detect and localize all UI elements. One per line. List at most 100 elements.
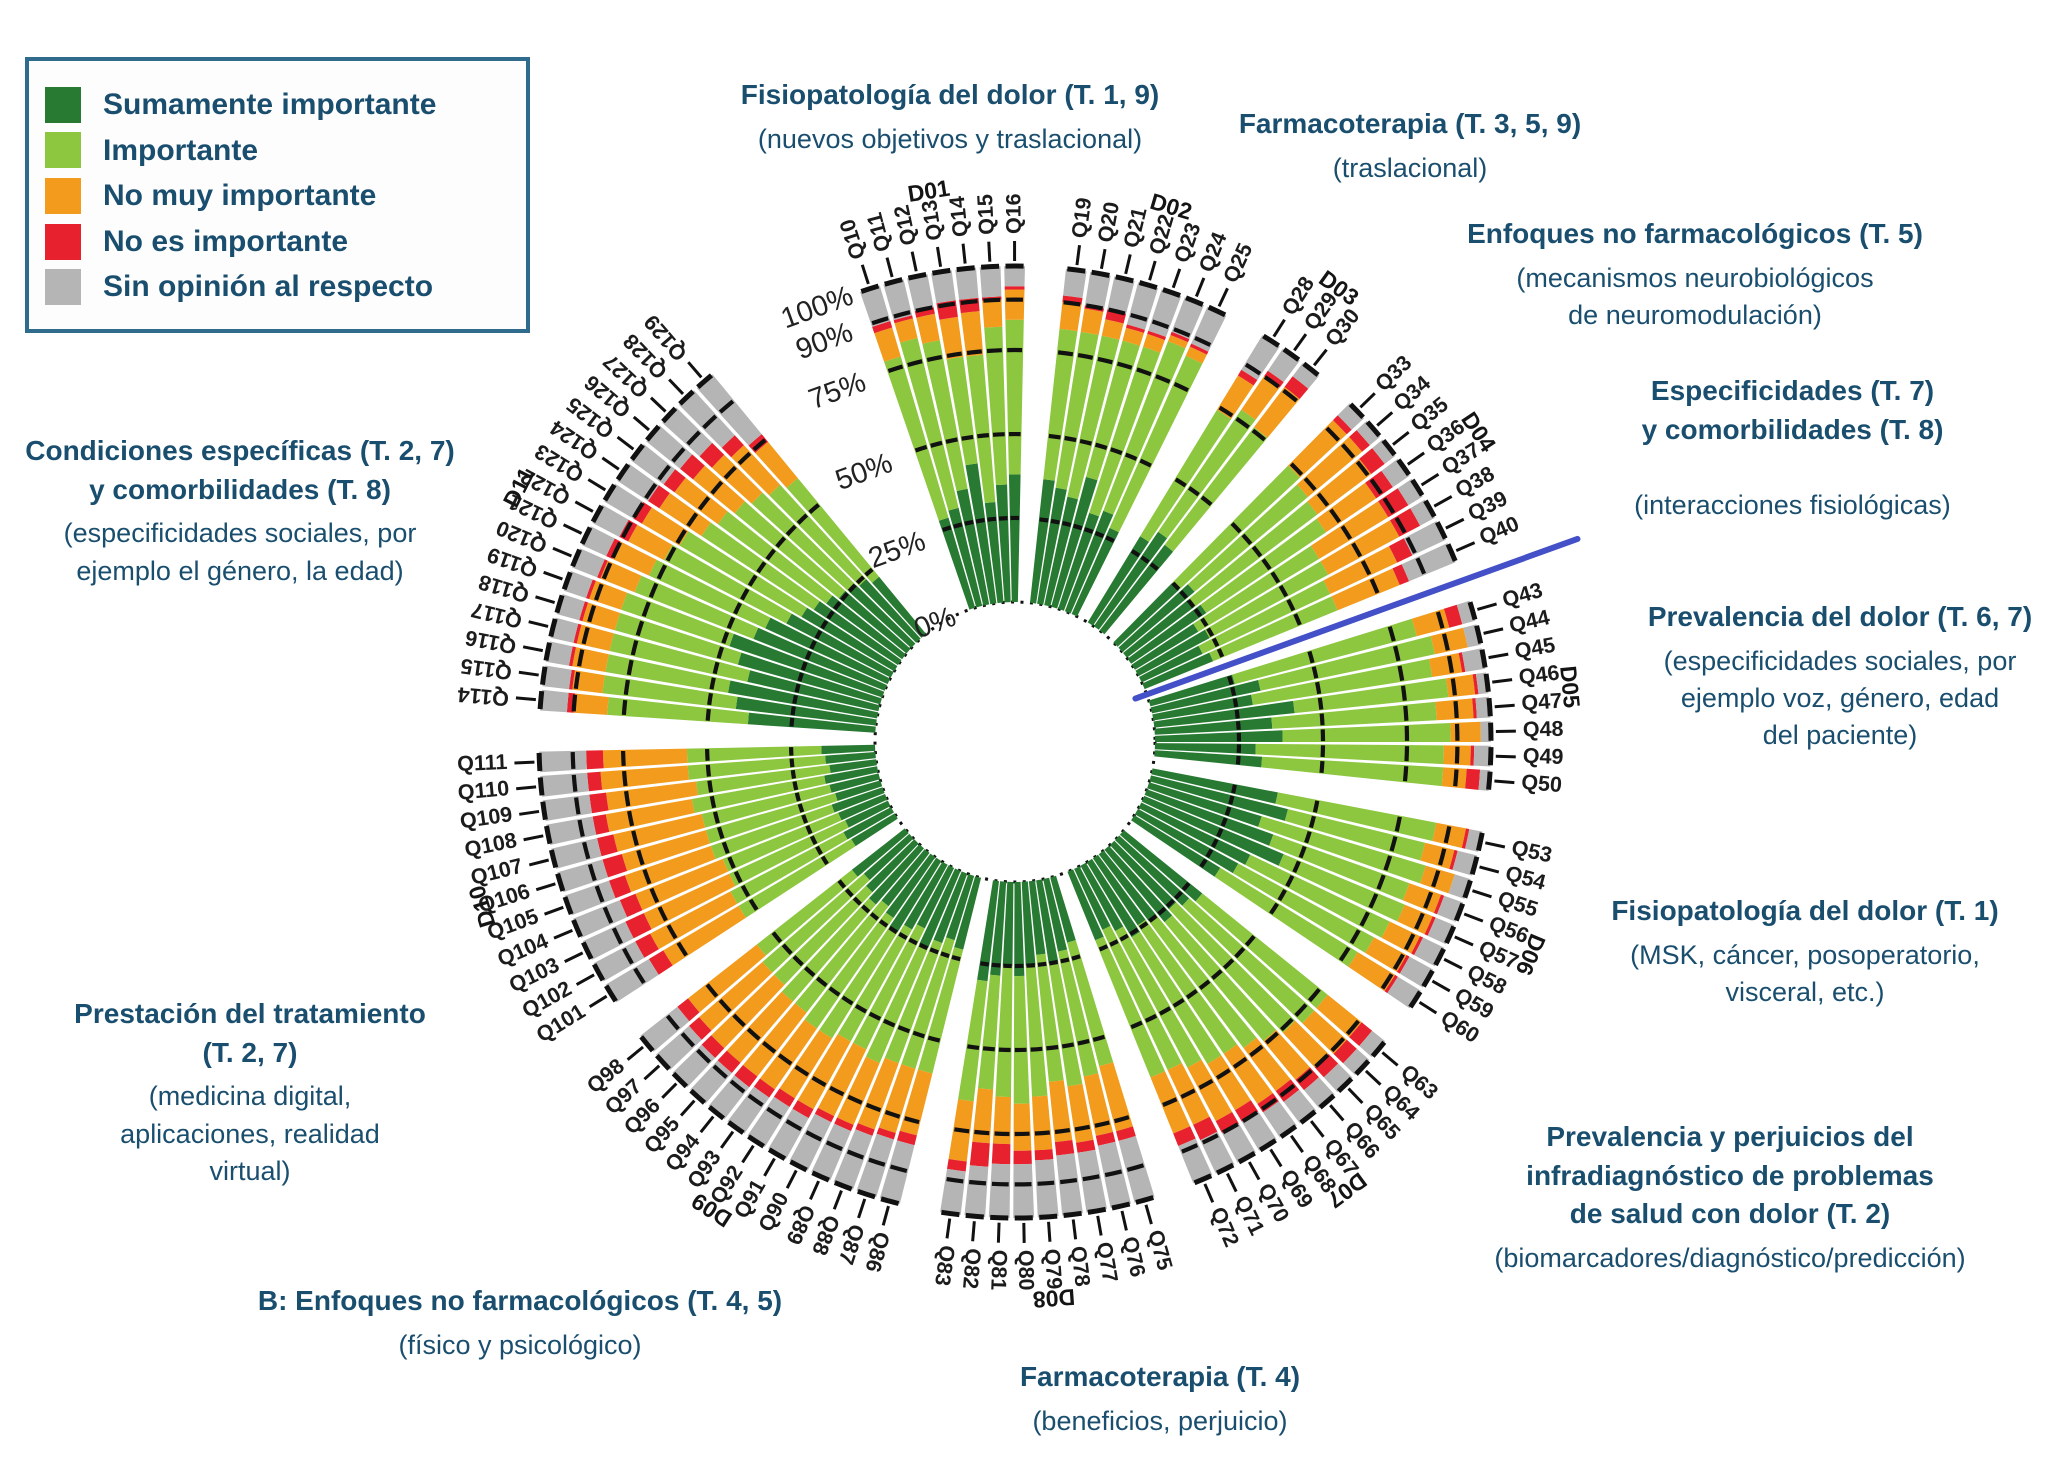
gridline-75-percent bbox=[1359, 911, 1370, 927]
bar-Q98-segment-no_muy bbox=[688, 944, 766, 1013]
tick-Q103 bbox=[564, 951, 584, 963]
bar-Q81-segment-no_es bbox=[991, 1143, 1011, 1165]
gridline-100-percent bbox=[1299, 1109, 1317, 1125]
bar-Q68-segment-importante bbox=[1137, 919, 1238, 1054]
gridline-25-percent bbox=[789, 717, 795, 727]
bar-Q101-segment-sumamente bbox=[851, 813, 898, 847]
gridline-50-percent bbox=[1315, 681, 1322, 695]
bar-Q127-segment-importante bbox=[751, 492, 856, 592]
gridline-25-percent bbox=[1140, 555, 1150, 564]
tick-Q105 bbox=[543, 905, 564, 916]
bar-Q45-segment-sumamente bbox=[1152, 694, 1253, 721]
gridline-75-percent bbox=[1094, 1120, 1110, 1128]
gridline-100-percent bbox=[941, 1209, 960, 1218]
tick-Q97 bbox=[643, 1064, 661, 1081]
gridline-75-percent bbox=[656, 564, 667, 580]
gridline-25-percent bbox=[1220, 817, 1228, 827]
bar-Q70-segment-no_es bbox=[1215, 1112, 1239, 1133]
gridline-50-percent bbox=[927, 1035, 941, 1043]
gridline-90-percent bbox=[1450, 678, 1457, 696]
gridline-25-percent bbox=[1199, 858, 1208, 868]
bar-Q69-segment-importante bbox=[1131, 931, 1222, 1065]
gridline-25-percent bbox=[1230, 686, 1237, 697]
bar-Q119-segment-sin_opinion bbox=[563, 571, 593, 599]
gridline-25-percent bbox=[1061, 521, 1072, 528]
bar-Q106-segment-no_muy bbox=[621, 830, 710, 871]
axis-label-Q46: Q46 bbox=[1517, 661, 1560, 690]
bar-Q66-segment-no_es bbox=[1295, 1067, 1319, 1091]
bar-Q45-segment-importante bbox=[1251, 658, 1433, 705]
tick-Q33 bbox=[1359, 392, 1376, 409]
gridline-75-percent bbox=[1113, 1115, 1130, 1124]
axis-label-Q47: Q47 bbox=[1521, 689, 1563, 716]
bar-Q75-segment-no_es bbox=[1116, 1126, 1136, 1141]
gridline-25-percent bbox=[1216, 827, 1224, 838]
gridline-90-percent bbox=[1241, 1110, 1259, 1123]
gridline-75-percent bbox=[675, 529, 687, 545]
gridline-100-percent bbox=[604, 984, 618, 1003]
bar-Q118-segment-sin_opinion bbox=[556, 594, 585, 621]
gridline-100-percent bbox=[581, 941, 594, 960]
axis-label-Q114: Q114 bbox=[457, 682, 510, 710]
bar-Q37-segment-no_muy bbox=[1310, 501, 1389, 559]
gridline-25-percent bbox=[1232, 698, 1239, 708]
tick-Q91 bbox=[763, 1157, 776, 1177]
gridline-25-percent bbox=[801, 814, 809, 824]
gridline-90-percent bbox=[1325, 426, 1341, 442]
gridline-100-percent bbox=[548, 618, 558, 638]
gridline-25-percent bbox=[1181, 881, 1191, 892]
gridline-100-percent bbox=[1479, 649, 1488, 668]
gridline-75-percent bbox=[1232, 1056, 1248, 1069]
gridline-100-percent bbox=[1135, 1195, 1155, 1205]
bar-Q81-segment-importante bbox=[995, 965, 1013, 1097]
annotation-prestacion: Prestación del tratamiento (T. 2, 7) (me… bbox=[55, 995, 445, 1190]
gridline-75-percent bbox=[907, 359, 923, 368]
bar-Q30-segment-importante bbox=[1164, 427, 1268, 552]
bar-Q13-segment-sumamente bbox=[965, 463, 997, 605]
annotation-title: Enfoques no farmacológicos (T. 5) bbox=[1467, 218, 1923, 249]
bar-Q66-segment-no_muy bbox=[1263, 1029, 1310, 1080]
gridline-25-percent bbox=[790, 769, 797, 779]
bar-Q58-segment-no_es bbox=[1411, 936, 1424, 956]
gridline-100-percent bbox=[1111, 1201, 1131, 1211]
annotation-farmacoterapia-t4: Farmacoterapia (T. 4) (beneficios, perju… bbox=[940, 1358, 1380, 1440]
gridline-90-percent bbox=[1279, 1083, 1296, 1098]
gridline-90-percent bbox=[1369, 478, 1383, 495]
gridline-25-percent bbox=[864, 567, 874, 577]
bar-Q108-segment-no_es bbox=[592, 814, 610, 835]
tick-Q35 bbox=[1392, 430, 1410, 446]
bar-Q12-segment-no_muy bbox=[916, 313, 940, 344]
gridline-25-percent bbox=[792, 694, 798, 704]
tick-Q106 bbox=[535, 882, 556, 892]
tick-Q65 bbox=[1347, 1087, 1364, 1105]
bar-Q115-segment-sin_opinion bbox=[542, 665, 572, 690]
annotation-title: Farmacoterapia (T. 3, 5, 9) bbox=[1238, 108, 1582, 139]
bar-Q38-segment-no_muy bbox=[1320, 520, 1400, 575]
bar-Q116-segment-sumamente bbox=[728, 680, 879, 719]
bar-Q64-segment-no_muy bbox=[1302, 1010, 1347, 1054]
axis-label-Q115: Q115 bbox=[459, 654, 513, 685]
bar-Q20-segment-sin_opinion bbox=[1085, 272, 1111, 309]
tick-Q68 bbox=[1290, 1134, 1304, 1154]
gridline-50-percent bbox=[883, 1018, 896, 1028]
gridline-75-percent bbox=[666, 924, 678, 940]
bar-Q47-segment-no_es bbox=[1472, 698, 1477, 719]
gridline-25-percent bbox=[1186, 598, 1196, 609]
gridline-90-percent bbox=[1108, 307, 1126, 316]
bar-Q58-segment-sumamente bbox=[1138, 802, 1251, 865]
bar-Q119-segment-sumamente bbox=[729, 633, 885, 698]
gridline-100-percent bbox=[1087, 1206, 1107, 1215]
bar-Q12-segment-importante bbox=[922, 340, 968, 492]
bar-Q78-segment-no_es bbox=[1054, 1140, 1075, 1156]
tick-Q43 bbox=[1476, 602, 1498, 611]
gridline-90-percent bbox=[601, 562, 613, 580]
bar-Q60-segment-importante bbox=[1214, 867, 1358, 967]
tick-Q117 bbox=[528, 620, 549, 628]
gridline-100-percent bbox=[1486, 771, 1493, 790]
gridline-90-percent bbox=[573, 671, 581, 690]
gridline-100-percent bbox=[1258, 1138, 1277, 1153]
gridline-50-percent bbox=[1261, 558, 1272, 571]
gridline-100-percent bbox=[561, 571, 573, 591]
gridline-75-percent bbox=[1289, 462, 1304, 477]
gridline-25-percent bbox=[998, 516, 1008, 521]
